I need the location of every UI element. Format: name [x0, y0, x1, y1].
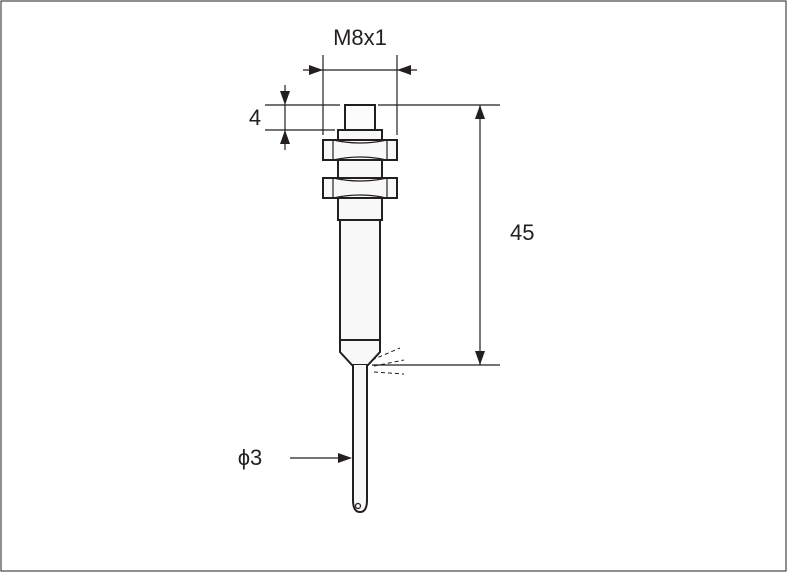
lock-nut-1	[323, 140, 397, 160]
lock-nut-2	[323, 178, 397, 198]
sensor-tip	[345, 105, 375, 130]
dim-cable-label: ϕ3	[238, 445, 263, 470]
frame	[1, 1, 786, 571]
dimension-drawing: M8x1 4 45 ϕ3	[0, 0, 787, 572]
cable-gland	[340, 340, 380, 365]
dim-tip-label: 4	[249, 105, 261, 130]
dim-length-label: 45	[510, 220, 534, 245]
dim-thread-label: M8x1	[333, 25, 387, 50]
barrel	[340, 220, 380, 340]
cable	[353, 365, 367, 512]
dim-cable-dia: ϕ3	[238, 445, 352, 470]
sensor-body	[323, 105, 404, 512]
